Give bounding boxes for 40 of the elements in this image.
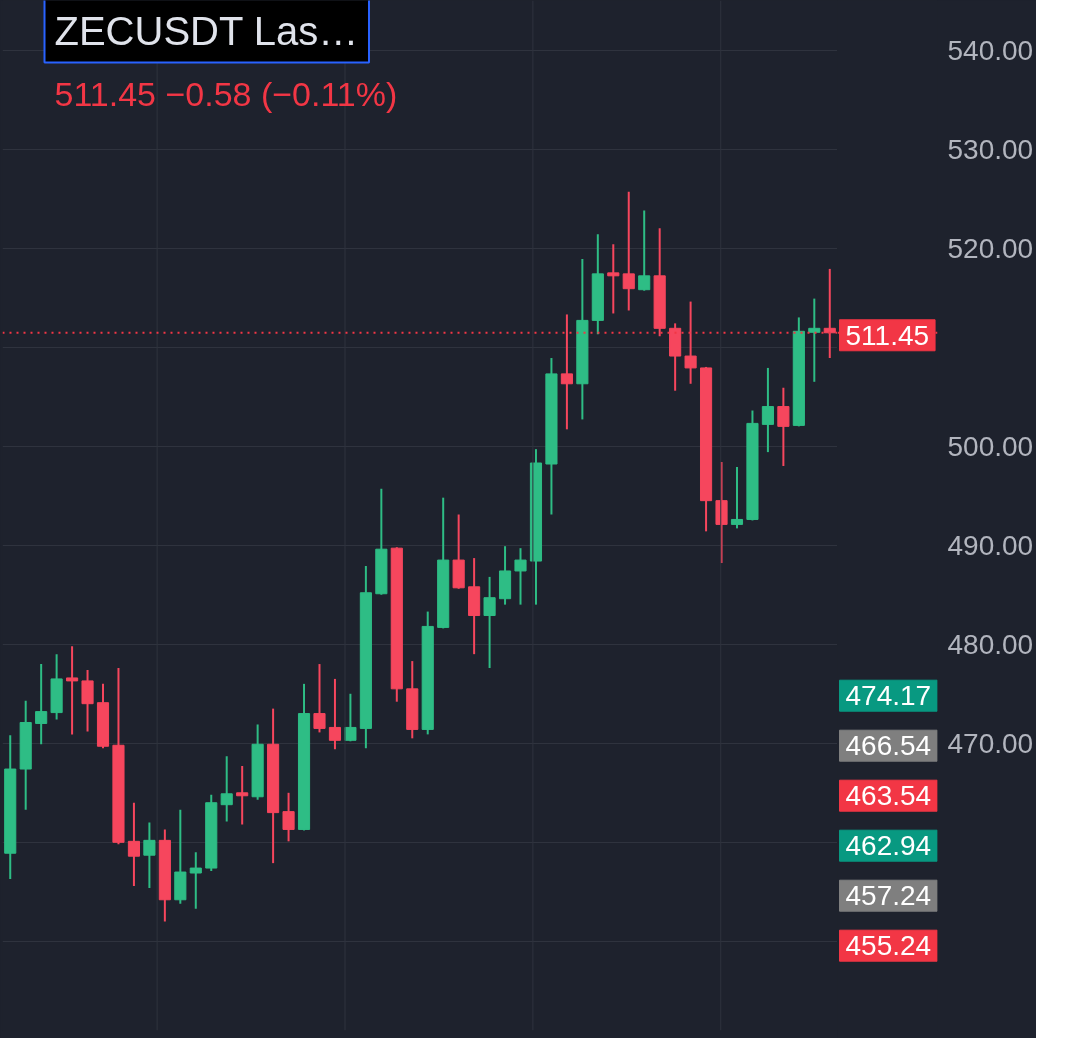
text: 462.94	[845, 830, 932, 862]
candlestick	[777, 386, 790, 467]
text: 463.54	[845, 780, 932, 812]
y-tick-label: 520.00	[947, 232, 1034, 264]
text: 457.24	[845, 880, 932, 912]
text: 466.54	[845, 730, 932, 762]
candlestick	[66, 645, 79, 736]
candlestick	[143, 821, 156, 889]
y-tick-label: 480.00	[947, 628, 1034, 660]
candlestick	[715, 461, 728, 565]
candlestick	[189, 851, 202, 910]
candlestick	[514, 547, 527, 606]
text: 455.24	[845, 930, 932, 962]
text: 511.45 −0.58 (−0.11%)	[54, 74, 398, 113]
text: 474.17	[845, 680, 932, 712]
candlestick	[344, 692, 357, 743]
candlestick	[560, 313, 573, 431]
candlestick	[220, 755, 233, 823]
candlestick	[483, 575, 496, 670]
candlestick	[282, 791, 295, 843]
candlestick	[313, 663, 326, 734]
candlestick	[638, 209, 651, 292]
candlestick	[808, 297, 821, 383]
candlestick	[607, 243, 620, 315]
y-tick-label: 500.00	[947, 430, 1034, 462]
ref-line-label: 511.45	[845, 319, 930, 351]
candlestick	[730, 465, 744, 530]
candlestick	[622, 190, 635, 312]
y-tick-label: 490.00	[947, 529, 1034, 561]
chart-title: ZECUSDT Las…	[54, 8, 359, 53]
candlestick	[81, 669, 94, 733]
candlestick	[684, 300, 697, 385]
y-tick-label: 530.00	[947, 133, 1034, 165]
candlestick	[328, 677, 342, 751]
candlestick	[35, 663, 48, 746]
y-tick-label: 470.00	[947, 727, 1034, 759]
candlestick	[236, 765, 249, 826]
candlestick	[761, 366, 774, 454]
y-tick-label: 540.00	[947, 34, 1034, 66]
candlestick	[127, 801, 140, 887]
